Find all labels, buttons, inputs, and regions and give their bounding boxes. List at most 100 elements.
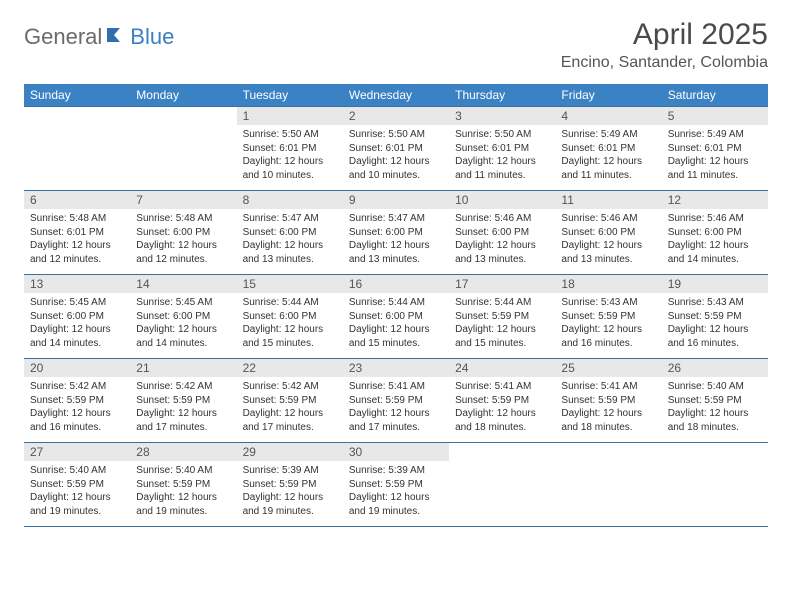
daylight-text-1: Daylight: 12 hours <box>455 239 549 253</box>
dow-sunday: Sunday <box>24 84 130 107</box>
sunset-text: Sunset: 5:59 PM <box>243 478 337 492</box>
day-number-cell: 16 <box>343 275 449 294</box>
sunset-text: Sunset: 6:00 PM <box>136 310 230 324</box>
daylight-text-2: and 16 minutes. <box>30 421 124 435</box>
day-detail-cell: Sunrise: 5:43 AMSunset: 5:59 PMDaylight:… <box>662 293 768 359</box>
dow-monday: Monday <box>130 84 236 107</box>
day-number-cell: 22 <box>237 359 343 378</box>
day-number-cell: 11 <box>555 191 661 210</box>
header: General Blue April 2025 Encino, Santande… <box>24 18 768 72</box>
month-title: April 2025 <box>561 18 768 52</box>
daylight-text-2: and 11 minutes. <box>668 169 762 183</box>
day-number-cell: 7 <box>130 191 236 210</box>
sunrise-text: Sunrise: 5:40 AM <box>668 380 762 394</box>
day-number-row: 12345 <box>24 107 768 126</box>
daylight-text-2: and 13 minutes. <box>561 253 655 267</box>
daylight-text-1: Daylight: 12 hours <box>243 155 337 169</box>
day-detail-cell: Sunrise: 5:48 AMSunset: 6:01 PMDaylight:… <box>24 209 130 275</box>
sunrise-text: Sunrise: 5:40 AM <box>136 464 230 478</box>
day-detail-cell: Sunrise: 5:48 AMSunset: 6:00 PMDaylight:… <box>130 209 236 275</box>
daylight-text-2: and 14 minutes. <box>30 337 124 351</box>
day-number-row: 6789101112 <box>24 191 768 210</box>
sunset-text: Sunset: 5:59 PM <box>30 394 124 408</box>
day-number-cell <box>24 107 130 126</box>
day-number-cell: 6 <box>24 191 130 210</box>
daylight-text-1: Daylight: 12 hours <box>243 491 337 505</box>
sunrise-text: Sunrise: 5:45 AM <box>136 296 230 310</box>
daylight-text-1: Daylight: 12 hours <box>30 407 124 421</box>
day-number-cell: 18 <box>555 275 661 294</box>
sunset-text: Sunset: 6:00 PM <box>136 226 230 240</box>
daylight-text-1: Daylight: 12 hours <box>349 155 443 169</box>
dow-friday: Friday <box>555 84 661 107</box>
day-detail-row: Sunrise: 5:50 AMSunset: 6:01 PMDaylight:… <box>24 125 768 191</box>
sunrise-text: Sunrise: 5:47 AM <box>243 212 337 226</box>
day-detail-cell: Sunrise: 5:46 AMSunset: 6:00 PMDaylight:… <box>449 209 555 275</box>
day-number-cell: 5 <box>662 107 768 126</box>
sunset-text: Sunset: 6:00 PM <box>349 226 443 240</box>
day-number-cell <box>449 443 555 462</box>
day-detail-cell: Sunrise: 5:45 AMSunset: 6:00 PMDaylight:… <box>130 293 236 359</box>
daylight-text-2: and 17 minutes. <box>243 421 337 435</box>
day-detail-cell: Sunrise: 5:46 AMSunset: 6:00 PMDaylight:… <box>555 209 661 275</box>
sunrise-text: Sunrise: 5:46 AM <box>668 212 762 226</box>
daylight-text-2: and 14 minutes. <box>668 253 762 267</box>
daylight-text-2: and 18 minutes. <box>668 421 762 435</box>
sunrise-text: Sunrise: 5:42 AM <box>136 380 230 394</box>
sunrise-text: Sunrise: 5:44 AM <box>243 296 337 310</box>
daylight-text-1: Daylight: 12 hours <box>668 239 762 253</box>
day-number-cell: 21 <box>130 359 236 378</box>
daylight-text-2: and 11 minutes. <box>561 169 655 183</box>
sunrise-text: Sunrise: 5:50 AM <box>349 128 443 142</box>
sunset-text: Sunset: 6:00 PM <box>349 310 443 324</box>
daylight-text-1: Daylight: 12 hours <box>30 239 124 253</box>
dow-wednesday: Wednesday <box>343 84 449 107</box>
day-number-cell: 28 <box>130 443 236 462</box>
sunset-text: Sunset: 5:59 PM <box>455 394 549 408</box>
sunset-text: Sunset: 6:01 PM <box>455 142 549 156</box>
daylight-text-1: Daylight: 12 hours <box>561 407 655 421</box>
sunset-text: Sunset: 5:59 PM <box>668 310 762 324</box>
daylight-text-2: and 17 minutes. <box>136 421 230 435</box>
logo-text-blue: Blue <box>130 24 174 50</box>
day-detail-cell: Sunrise: 5:42 AMSunset: 5:59 PMDaylight:… <box>24 377 130 443</box>
day-detail-cell: Sunrise: 5:45 AMSunset: 6:00 PMDaylight:… <box>24 293 130 359</box>
day-detail-cell <box>555 461 661 527</box>
day-detail-cell: Sunrise: 5:41 AMSunset: 5:59 PMDaylight:… <box>343 377 449 443</box>
daylight-text-1: Daylight: 12 hours <box>243 407 337 421</box>
dow-saturday: Saturday <box>662 84 768 107</box>
daylight-text-2: and 16 minutes. <box>668 337 762 351</box>
daylight-text-1: Daylight: 12 hours <box>668 155 762 169</box>
day-detail-cell: Sunrise: 5:39 AMSunset: 5:59 PMDaylight:… <box>237 461 343 527</box>
sunset-text: Sunset: 6:01 PM <box>349 142 443 156</box>
daylight-text-2: and 15 minutes. <box>455 337 549 351</box>
sunset-text: Sunset: 6:01 PM <box>243 142 337 156</box>
sunset-text: Sunset: 5:59 PM <box>136 394 230 408</box>
sunset-text: Sunset: 5:59 PM <box>243 394 337 408</box>
daylight-text-1: Daylight: 12 hours <box>349 407 443 421</box>
day-number-cell: 4 <box>555 107 661 126</box>
daylight-text-2: and 19 minutes. <box>136 505 230 519</box>
sunrise-text: Sunrise: 5:39 AM <box>349 464 443 478</box>
day-detail-row: Sunrise: 5:48 AMSunset: 6:01 PMDaylight:… <box>24 209 768 275</box>
day-number-cell: 8 <box>237 191 343 210</box>
sunrise-text: Sunrise: 5:40 AM <box>30 464 124 478</box>
daylight-text-1: Daylight: 12 hours <box>455 407 549 421</box>
daylight-text-2: and 13 minutes. <box>349 253 443 267</box>
sunset-text: Sunset: 6:00 PM <box>30 310 124 324</box>
sunset-text: Sunset: 6:00 PM <box>561 226 655 240</box>
day-of-week-row: Sunday Monday Tuesday Wednesday Thursday… <box>24 84 768 107</box>
day-detail-cell <box>130 125 236 191</box>
day-detail-cell: Sunrise: 5:42 AMSunset: 5:59 PMDaylight:… <box>130 377 236 443</box>
day-detail-cell: Sunrise: 5:50 AMSunset: 6:01 PMDaylight:… <box>343 125 449 191</box>
day-number-cell: 29 <box>237 443 343 462</box>
daylight-text-1: Daylight: 12 hours <box>455 155 549 169</box>
sunrise-text: Sunrise: 5:48 AM <box>136 212 230 226</box>
day-detail-cell: Sunrise: 5:41 AMSunset: 5:59 PMDaylight:… <box>449 377 555 443</box>
sunrise-text: Sunrise: 5:42 AM <box>30 380 124 394</box>
sunset-text: Sunset: 5:59 PM <box>30 478 124 492</box>
daylight-text-1: Daylight: 12 hours <box>136 491 230 505</box>
calendar-table: Sunday Monday Tuesday Wednesday Thursday… <box>24 84 768 527</box>
daylight-text-2: and 10 minutes. <box>349 169 443 183</box>
sunset-text: Sunset: 5:59 PM <box>668 394 762 408</box>
